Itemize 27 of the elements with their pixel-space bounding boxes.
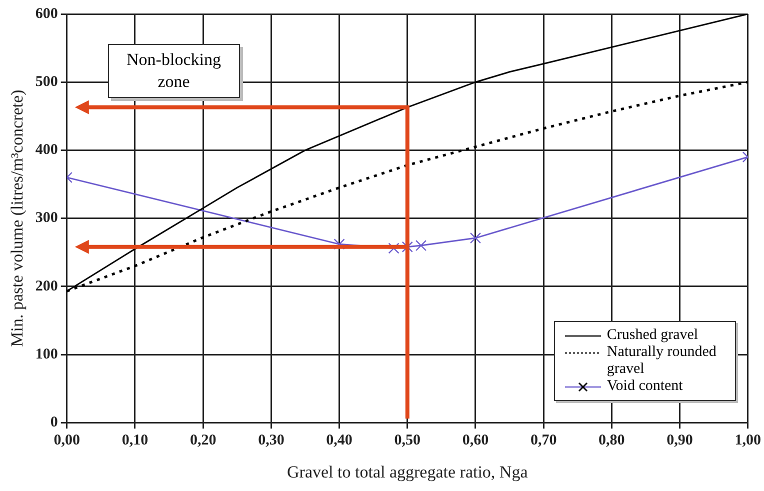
x-tick-label: 0,30 — [258, 432, 284, 448]
x-tick-label: 0,60 — [462, 432, 489, 448]
y-tick-label: 400 — [35, 142, 58, 158]
y-axis-title: Min. paste volume (litres/m³concrete) — [8, 90, 27, 347]
y-tick-label: 100 — [35, 346, 58, 362]
x-tick-label: 0,90 — [666, 432, 693, 448]
x-tick-label: 1,00 — [734, 432, 761, 448]
x-tick-label: 0,40 — [326, 432, 352, 448]
x-tick-label: 0,10 — [122, 432, 148, 448]
point — [470, 232, 482, 244]
legend-label: Void content — [606, 378, 684, 395]
x-tick-label: 0,20 — [190, 432, 216, 448]
y-tick-label: 300 — [35, 210, 58, 226]
x-tick-label: 0,50 — [394, 432, 421, 448]
legend-label: Naturally rounded gravel — [606, 344, 718, 378]
x-axis-title: Gravel to total aggregate ratio, Nga — [287, 462, 528, 482]
y-tick-label: 500 — [35, 74, 58, 90]
y-tick-label: 600 — [35, 6, 58, 22]
point — [402, 241, 413, 252]
x-tick-label: 0,00 — [54, 432, 80, 448]
x-tick-label: 0,70 — [530, 432, 557, 448]
x-tick-label: 0,80 — [598, 432, 625, 448]
annotation: Non-blocking zone — [126, 49, 222, 93]
legend-label: Crushed gravel — [606, 326, 700, 344]
y-tick-label: 200 — [35, 278, 58, 294]
y-tick-label: 0 — [50, 414, 58, 430]
point — [415, 240, 427, 252]
